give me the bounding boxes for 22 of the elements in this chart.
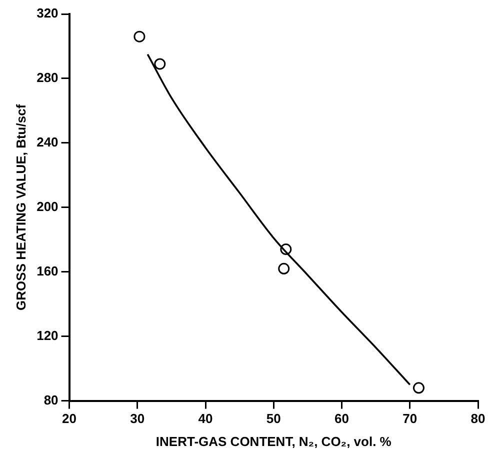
- x-tick-label: 60: [334, 411, 349, 426]
- y-tick-label: 160: [36, 263, 58, 278]
- x-axis-title: INERT-GAS CONTENT, N₂, CO₂, vol. %: [156, 434, 392, 449]
- x-tick-label: 70: [402, 411, 418, 426]
- point: [412, 382, 424, 394]
- x-tick-label: 20: [62, 411, 77, 426]
- y-tick-label: 80: [44, 392, 58, 408]
- x-tick-label: 50: [266, 411, 281, 426]
- x-tick-label: 30: [130, 411, 145, 426]
- line-series: [146, 53, 411, 386]
- y-tick-label: 240: [36, 134, 58, 150]
- x-tick-label: 80: [470, 411, 486, 426]
- y-tick-label: 120: [36, 328, 58, 343]
- y-tick-label: 320: [36, 6, 58, 21]
- y-tick-label: 200: [36, 198, 58, 214]
- y-axis-title: GROSS HEATING VALUE, Btu/scf: [13, 104, 28, 310]
- point: [280, 244, 292, 256]
- point: [278, 262, 290, 274]
- x-tick-label: 40: [198, 411, 213, 426]
- y-tick-label: 280: [36, 70, 58, 86]
- point: [134, 30, 146, 42]
- point: [154, 58, 166, 70]
